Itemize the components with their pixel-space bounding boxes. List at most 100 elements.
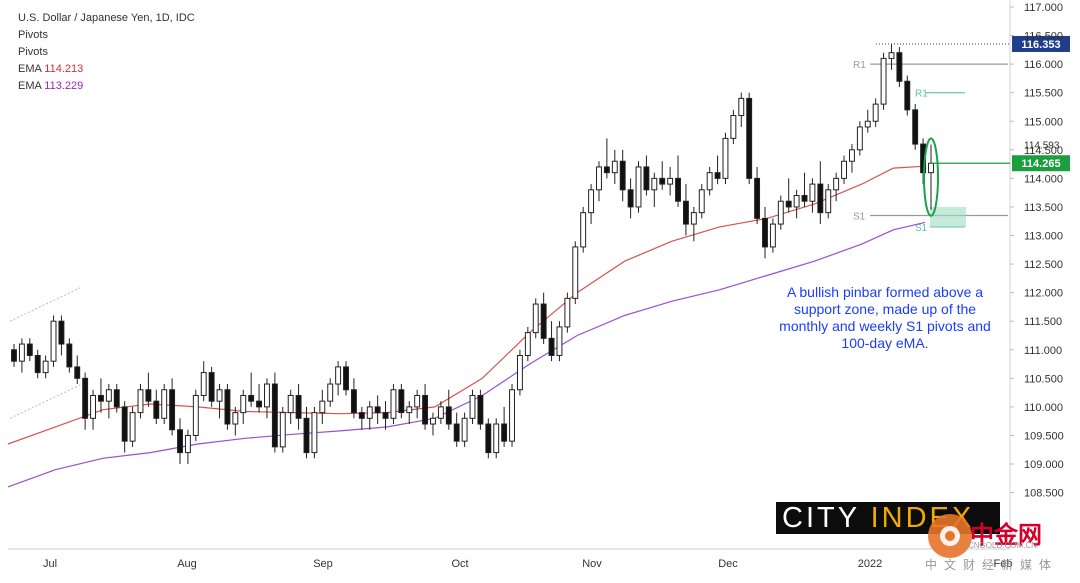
candle-body: [501, 423, 508, 442]
chart-annotation: A bullish pinbar formed above a support …: [779, 284, 991, 351]
candle-body: [232, 412, 239, 425]
candle-body: [817, 183, 824, 214]
high-price-tag: [1012, 35, 1070, 52]
y-tick-label: 114.500: [1024, 145, 1063, 157]
candle-body: [769, 223, 776, 248]
price-axis[interactable]: 117.000 116.500 116.000 115.500 115.000 114.5…: [1010, 2, 1064, 500]
candle-body: [777, 200, 784, 225]
candle-body: [493, 423, 500, 454]
candle-body: [129, 412, 136, 442]
candle-body: [540, 303, 547, 339]
last-price-label: 114.265: [1021, 158, 1060, 170]
candle-body: [682, 200, 689, 225]
watermark-url: CNGOLD.COM.CN: [968, 541, 1037, 550]
candle-body: [287, 394, 294, 414]
candle-body: [793, 195, 800, 208]
candle-body: [580, 212, 587, 248]
time-axis[interactable]: Jul Aug Sep Oct Nov Dec 2022 Feb: [43, 558, 1013, 570]
candle-body: [90, 394, 97, 419]
legend-pivots-1: Pivots: [18, 29, 48, 41]
y-tick-label: 109.500: [1024, 430, 1064, 442]
candle-body: [785, 200, 792, 208]
candle-body: [192, 394, 199, 436]
chart-grid: [8, 0, 1011, 550]
candle-body: [762, 217, 768, 248]
candle-body: [113, 389, 120, 408]
candle-body: [445, 406, 452, 425]
candle-body: [801, 195, 808, 202]
candle-body: [343, 366, 349, 391]
candle-body: [588, 189, 595, 214]
candle-body: [746, 97, 753, 179]
candle-body: [82, 377, 89, 419]
legend-ema-1-value: 114.213: [44, 63, 84, 75]
candle-body: [635, 166, 642, 208]
candle-body: [105, 389, 112, 402]
candle-body: [216, 389, 223, 402]
candle-body: [856, 126, 863, 151]
legend-ema-2: EMA 113.229: [18, 78, 195, 95]
x-tick-label: 2022: [858, 558, 882, 570]
watermark-subtitle: 中文财经新媒体: [925, 558, 1059, 572]
candle-body: [58, 320, 65, 345]
x-tick-label: Oct: [451, 558, 468, 570]
candle-body: [738, 97, 745, 117]
candle-body: [556, 326, 563, 356]
y-tick-label: 111.000: [1024, 345, 1062, 357]
candle-body: [722, 137, 729, 179]
y-tick-label: 112.000: [1024, 288, 1063, 300]
candle-body: [928, 162, 934, 174]
candle-body: [880, 57, 887, 105]
candle-body: [714, 172, 721, 179]
candle-body: [335, 366, 342, 385]
candle-body: [461, 417, 468, 442]
y-tick-label: 114.000: [1024, 173, 1063, 185]
chart-legend: U.S. Dollar / Japanese Yen, 1D, IDC Pivo…: [18, 10, 195, 95]
last-price-tag: [1012, 155, 1070, 172]
candle-body: [706, 172, 713, 191]
candlesticks: [11, 44, 934, 465]
candle-body: [904, 80, 911, 111]
candle-body: [50, 320, 57, 362]
candle-body: [572, 246, 579, 299]
candle-body: [398, 389, 405, 414]
candle-body: [872, 103, 879, 122]
candle-body: [26, 343, 33, 356]
candle-body: [200, 372, 207, 396]
y-tick-label: 108.500: [1024, 488, 1064, 500]
y-tick-label: 113.500: [1024, 202, 1063, 214]
candle-body: [358, 412, 365, 419]
pinbar-highlight: [923, 137, 939, 217]
candle-body: [161, 389, 168, 419]
candle-body: [422, 394, 429, 425]
x-tick-label: Aug: [177, 558, 197, 570]
candle-body: [888, 52, 895, 59]
y-tick-label: 115.000: [1024, 116, 1063, 128]
candle-body: [295, 394, 302, 419]
legend-ema-1: EMA 114.213: [18, 61, 195, 78]
candle-body: [841, 160, 847, 179]
legend-title: U.S. Dollar / Japanese Yen, 1D, IDC: [18, 12, 195, 24]
candle-body: [137, 389, 144, 414]
candle-body: [603, 166, 610, 174]
y-tick-label: 111.500: [1024, 316, 1062, 328]
candle-body: [121, 406, 128, 442]
candle-body: [516, 354, 523, 391]
candle-body: [366, 406, 373, 419]
candle-body: [477, 394, 484, 425]
y-tick-label: 110.500: [1024, 373, 1063, 385]
candle-body: [382, 412, 389, 419]
candle-body: [532, 303, 539, 334]
candle-body: [169, 389, 176, 431]
candle-body: [453, 423, 460, 442]
pivot-label: R1: [915, 89, 928, 100]
y-tick-label: 117.000: [1024, 2, 1063, 14]
candle-body: [74, 366, 81, 379]
legend-ema-1-label: EMA: [18, 63, 42, 75]
candle-body: [406, 406, 413, 414]
legend-ema-2-label: EMA: [18, 80, 42, 92]
candle-body: [42, 360, 49, 374]
candle-body: [350, 389, 357, 414]
candle-body: [437, 406, 444, 419]
